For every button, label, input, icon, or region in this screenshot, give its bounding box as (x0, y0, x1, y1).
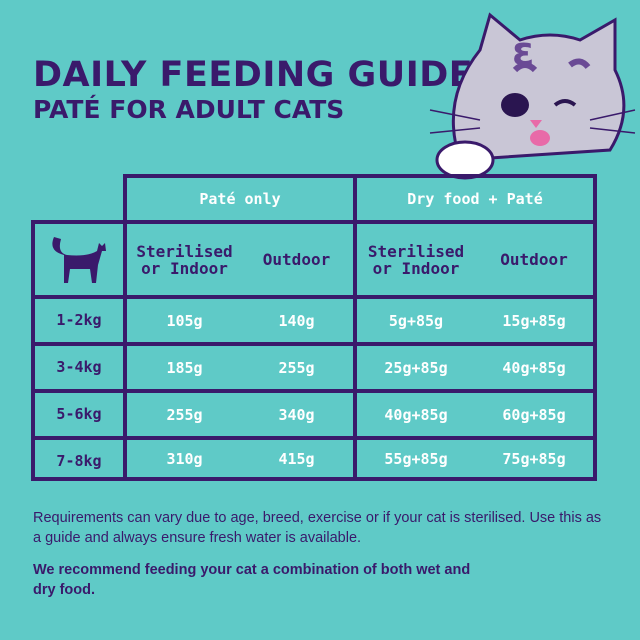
table-cell: 75g+85g (502, 449, 566, 468)
weight-label: 1-2kg (56, 311, 102, 329)
table-line (123, 174, 127, 481)
table-cell: 25g+85g (384, 358, 448, 377)
table-line (31, 436, 597, 440)
table-line (31, 389, 597, 393)
table-cell: 15g+85g (502, 311, 566, 330)
weight-label: 3-4kg (56, 358, 102, 376)
table-cell: 255g (278, 358, 315, 377)
weight-label: 7-8kg (56, 452, 102, 470)
table-line (593, 174, 597, 481)
table-line (31, 477, 597, 481)
table-cell: 105g (166, 311, 203, 330)
cat-silhouette-icon (35, 224, 123, 295)
table-cell: 40g+85g (502, 358, 566, 377)
page-title: DAILY FEEDING GUIDE (33, 55, 474, 95)
group-header: Paté only (199, 190, 281, 208)
table-line (31, 220, 597, 224)
table-line (31, 220, 35, 481)
table-line (123, 174, 597, 178)
table-cell: 140g (278, 311, 315, 330)
subheader: Sterilised or Indoor (136, 241, 233, 278)
table-cell: 60g+85g (502, 405, 566, 424)
page-subtitle: PATÉ FOR ADULT CATS (33, 95, 345, 124)
table-line (353, 174, 357, 481)
table-cell: 185g (166, 358, 203, 377)
weight-label: 5-6kg (56, 405, 102, 423)
table-line (31, 295, 597, 299)
table-line (31, 342, 597, 346)
table-cell: 40g+85g (384, 405, 448, 424)
table-cell: 310g (166, 449, 203, 468)
table-cell: 55g+85g (384, 449, 448, 468)
table-cell: 340g (278, 405, 315, 424)
requirements-note: Requirements can vary due to age, breed,… (33, 510, 602, 546)
table-cell: 255g (166, 405, 203, 424)
svg-text:ε: ε (512, 29, 534, 75)
table-cell: 5g+85g (388, 311, 444, 330)
recommendation-note: We recommend feeding your cat a combinat… (33, 562, 471, 598)
cat-mascot-illustration: ε (429, 12, 636, 180)
subheader: Outdoor (500, 250, 568, 269)
group-header: Dry food + Paté (407, 190, 543, 208)
subheader: Outdoor (262, 250, 331, 269)
subheader: Sterilised or Indoor (367, 241, 465, 278)
table-cell: 415g (278, 449, 315, 468)
